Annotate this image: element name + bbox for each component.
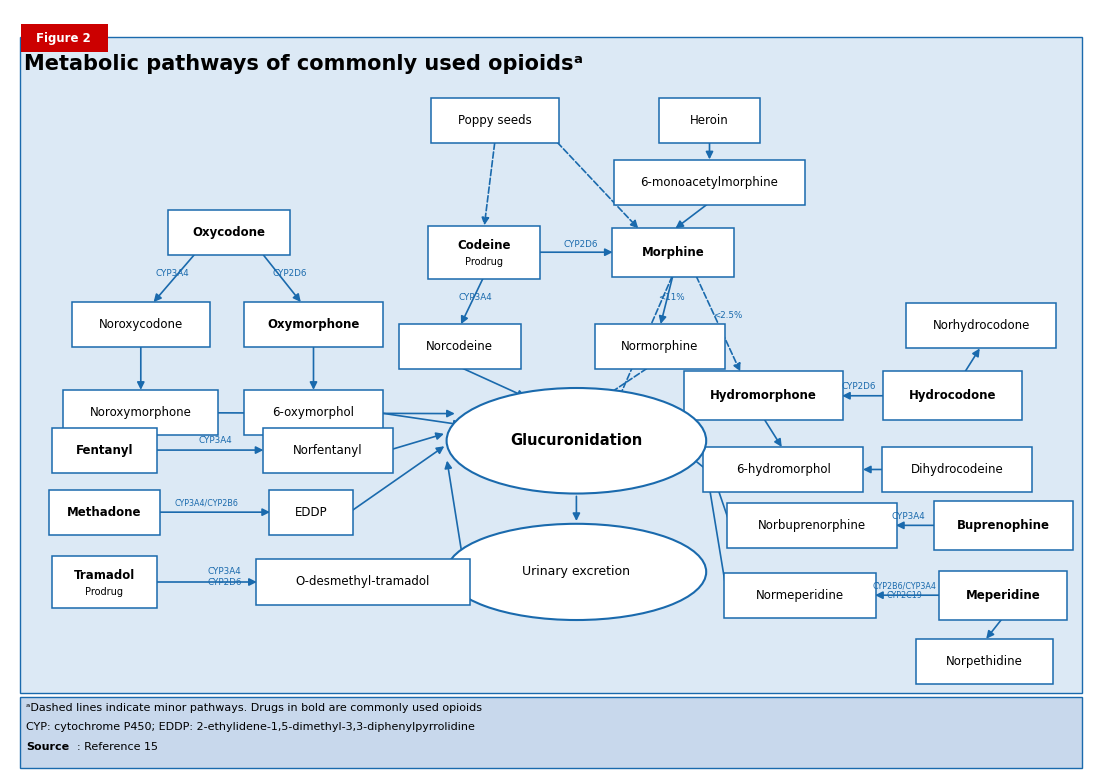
Text: : Reference 15: : Reference 15 — [77, 742, 158, 752]
Text: CYP3A4: CYP3A4 — [199, 436, 232, 445]
Text: Norcodeine: Norcodeine — [427, 341, 493, 353]
FancyBboxPatch shape — [21, 24, 108, 52]
FancyBboxPatch shape — [684, 372, 843, 421]
Text: Meperidine: Meperidine — [966, 589, 1041, 601]
FancyBboxPatch shape — [72, 302, 210, 347]
Text: Norhydrocodone: Norhydrocodone — [933, 320, 1030, 332]
FancyBboxPatch shape — [398, 324, 521, 369]
FancyBboxPatch shape — [727, 503, 896, 548]
Text: CYP2C19: CYP2C19 — [887, 591, 922, 601]
Text: Norbuprenorphine: Norbuprenorphine — [758, 519, 866, 532]
FancyBboxPatch shape — [660, 98, 759, 143]
Text: Prodrug: Prodrug — [86, 587, 123, 597]
Text: Prodrug: Prodrug — [465, 258, 503, 267]
Text: ᵃDashed lines indicate minor pathways. Drugs in bold are commonly used opioids: ᵃDashed lines indicate minor pathways. D… — [26, 703, 483, 713]
Text: Urinary excretion: Urinary excretion — [522, 566, 630, 578]
FancyBboxPatch shape — [63, 390, 218, 435]
FancyBboxPatch shape — [883, 372, 1022, 421]
FancyBboxPatch shape — [934, 501, 1072, 549]
Text: Hydrocodone: Hydrocodone — [909, 390, 997, 402]
Text: 6-hydromorphol: 6-hydromorphol — [736, 463, 830, 476]
FancyBboxPatch shape — [52, 428, 157, 473]
FancyBboxPatch shape — [724, 573, 876, 618]
Text: Heroin: Heroin — [690, 114, 729, 126]
FancyBboxPatch shape — [916, 639, 1053, 684]
Text: Tramadol: Tramadol — [74, 570, 135, 582]
Text: Oxymorphone: Oxymorphone — [267, 318, 360, 331]
FancyBboxPatch shape — [614, 160, 805, 205]
FancyBboxPatch shape — [270, 490, 353, 535]
Text: Hydromorphone: Hydromorphone — [710, 390, 817, 402]
Text: 6-monoacetylmorphine: 6-monoacetylmorphine — [640, 176, 779, 189]
Text: CYP3A4/CYP2B6: CYP3A4/CYP2B6 — [175, 498, 239, 508]
FancyBboxPatch shape — [20, 37, 1082, 693]
FancyBboxPatch shape — [595, 324, 725, 369]
Text: Methadone: Methadone — [67, 506, 142, 518]
Text: Poppy seeds: Poppy seeds — [458, 114, 532, 126]
Text: Morphine: Morphine — [641, 246, 705, 258]
FancyBboxPatch shape — [244, 390, 383, 435]
FancyBboxPatch shape — [703, 447, 864, 492]
FancyBboxPatch shape — [906, 303, 1056, 348]
Text: Figure 2: Figure 2 — [36, 32, 91, 44]
FancyBboxPatch shape — [431, 98, 559, 143]
Text: O-desmethyl-tramadol: O-desmethyl-tramadol — [296, 576, 430, 588]
Text: CYP3A4: CYP3A4 — [459, 293, 492, 302]
FancyBboxPatch shape — [882, 447, 1032, 492]
Ellipse shape — [447, 388, 706, 494]
Text: CYP2D6: CYP2D6 — [272, 268, 307, 278]
Text: Dihydrocodeine: Dihydrocodeine — [911, 463, 1003, 476]
Text: CYP2B6/CYP3A4: CYP2B6/CYP3A4 — [872, 581, 936, 591]
Text: Source: Source — [26, 742, 69, 752]
FancyBboxPatch shape — [20, 697, 1082, 768]
Text: Normeperidine: Normeperidine — [756, 589, 844, 601]
FancyBboxPatch shape — [48, 490, 161, 535]
Text: Codeine: Codeine — [458, 240, 510, 252]
FancyBboxPatch shape — [52, 556, 157, 608]
Text: Normorphine: Normorphine — [621, 341, 698, 353]
Text: CYP2D6: CYP2D6 — [207, 578, 242, 587]
Text: Glucuronidation: Glucuronidation — [510, 433, 642, 449]
FancyBboxPatch shape — [167, 210, 290, 255]
Text: CYP2D6: CYP2D6 — [842, 382, 877, 391]
Text: Norpethidine: Norpethidine — [946, 655, 1023, 667]
Text: CYP: cytochrome P450; EDDP: 2-ethylidene-1,5-dimethyl-3,3-diphenylpyrrolidine: CYP: cytochrome P450; EDDP: 2-ethylidene… — [26, 722, 475, 733]
Text: EDDP: EDDP — [295, 506, 328, 518]
FancyBboxPatch shape — [939, 571, 1067, 619]
FancyBboxPatch shape — [256, 559, 470, 605]
FancyBboxPatch shape — [263, 428, 393, 473]
Text: CYP3A4: CYP3A4 — [208, 567, 241, 577]
Text: Oxycodone: Oxycodone — [192, 227, 265, 239]
Text: Norfentanyl: Norfentanyl — [293, 444, 363, 456]
Text: Noroxycodone: Noroxycodone — [99, 318, 183, 331]
FancyBboxPatch shape — [244, 302, 383, 347]
Text: Fentanyl: Fentanyl — [76, 444, 133, 456]
FancyBboxPatch shape — [612, 227, 735, 276]
Text: Metabolic pathways of commonly used opioidsᵃ: Metabolic pathways of commonly used opio… — [24, 54, 583, 74]
Text: <2.5%: <2.5% — [714, 310, 742, 320]
Text: 6-oxymorphol: 6-oxymorphol — [273, 407, 354, 419]
Text: CYP3A4: CYP3A4 — [892, 512, 925, 521]
FancyBboxPatch shape — [429, 226, 540, 279]
Text: <11%: <11% — [658, 293, 684, 303]
Ellipse shape — [447, 524, 706, 620]
Text: CYP3A4: CYP3A4 — [156, 268, 189, 278]
Text: Buprenophine: Buprenophine — [957, 519, 1049, 532]
Text: Noroxymorphone: Noroxymorphone — [90, 407, 191, 419]
Text: CYP2D6: CYP2D6 — [563, 240, 598, 249]
